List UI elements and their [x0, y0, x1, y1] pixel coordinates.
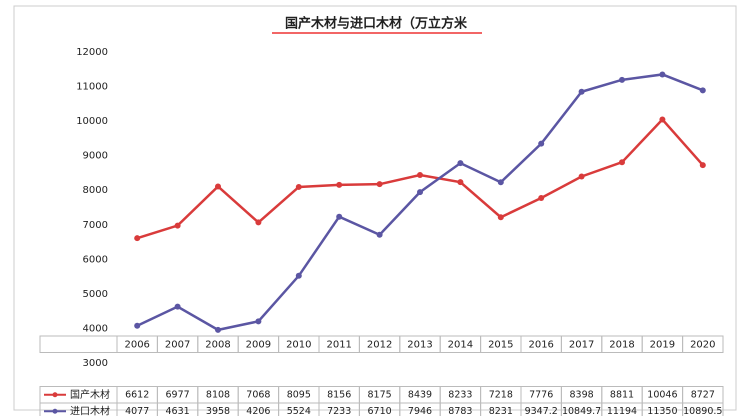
y-tick-label: 5000 [83, 289, 108, 300]
table-value: 7776 [529, 389, 553, 400]
data-point [578, 173, 585, 180]
chart-title: 国产木材与进口木材（万立方米 [285, 16, 468, 32]
table-value: 10849.7 [562, 406, 601, 416]
table-value: 4206 [246, 406, 270, 416]
data-point [134, 235, 141, 242]
data-point [134, 322, 141, 329]
y-tick-label: 9000 [83, 151, 108, 162]
table-value: 8231 [489, 406, 513, 416]
table-value: 10890.5 [683, 406, 722, 416]
table-value: 8156 [327, 389, 351, 400]
data-point [336, 213, 343, 220]
table-value: 6612 [125, 389, 149, 400]
data-point [659, 71, 666, 78]
data-point [376, 231, 383, 238]
data-point [215, 183, 221, 190]
data-point [376, 181, 383, 188]
y-tick-label: 4000 [83, 323, 108, 334]
table-value: 8175 [368, 389, 392, 400]
table-value: 7233 [327, 406, 351, 416]
x-tick-label: 2008 [205, 339, 230, 350]
x-tick-label: 2011 [326, 339, 351, 350]
x-tick-label: 2012 [367, 339, 392, 350]
table-value: 8398 [570, 389, 594, 400]
table-value: 5524 [287, 406, 311, 416]
table-value: 11350 [647, 406, 677, 416]
y-tick-label: 6000 [83, 254, 108, 265]
x-tick-label: 2009 [246, 339, 271, 350]
table-value: 8233 [448, 389, 472, 400]
y-tick-label: 11000 [76, 82, 108, 93]
table-value: 8095 [287, 389, 311, 400]
legend-marker [52, 408, 58, 414]
y-tick-label: 8000 [83, 185, 108, 196]
data-point [659, 116, 666, 123]
data-point [699, 162, 706, 169]
legend-label: 国产木材 [70, 388, 110, 401]
table-value: 8108 [206, 389, 230, 400]
data-point [497, 214, 504, 221]
data-point [174, 222, 181, 229]
y-tick-label: 3000 [83, 358, 108, 369]
x-tick-label: 2007 [165, 339, 190, 350]
data-point [457, 179, 464, 186]
table-value: 4077 [125, 406, 149, 416]
table-value: 7946 [408, 406, 432, 416]
table-value: 8811 [610, 389, 634, 400]
table-value: 6977 [166, 389, 190, 400]
table-value: 4631 [166, 406, 190, 416]
table-value: 11194 [607, 406, 637, 416]
y-tick-label: 12000 [76, 47, 108, 58]
chart-frame [13, 5, 737, 411]
table-value: 9347.2 [525, 406, 558, 416]
legend-label: 进口木材 [70, 404, 110, 416]
table-value: 6710 [368, 406, 392, 416]
x-tick-label: 2017 [569, 339, 594, 350]
x-tick-label: 2014 [448, 339, 473, 350]
data-point [538, 140, 545, 147]
data-point [336, 181, 343, 188]
table-value: 8439 [408, 389, 432, 400]
data-point [497, 179, 504, 186]
y-tick-label: 7000 [83, 220, 108, 231]
data-point [174, 303, 181, 310]
data-point [255, 318, 262, 325]
data-point [417, 172, 423, 179]
legend-marker [52, 392, 58, 398]
table-value: 7068 [246, 389, 270, 400]
data-point [255, 219, 262, 226]
x-tick-label: 2020 [690, 339, 715, 350]
x-tick-label: 2019 [650, 339, 675, 350]
data-point [417, 189, 423, 196]
x-tick-label: 2006 [124, 339, 149, 350]
table-value: 8727 [691, 389, 715, 400]
data-point [295, 272, 302, 279]
table-value: 10046 [647, 389, 677, 400]
x-tick-label: 2018 [609, 339, 634, 350]
x-tick-label: 2016 [528, 339, 553, 350]
data-point [699, 87, 706, 94]
data-point [619, 76, 625, 83]
data-point [457, 160, 464, 167]
table-value: 8783 [448, 406, 472, 416]
x-tick-label: 2010 [286, 339, 311, 350]
data-point [215, 326, 221, 333]
x-tick-label: 2013 [407, 339, 432, 350]
data-point [578, 88, 585, 95]
x-tick-label: 2015 [488, 339, 513, 350]
table-cell [682, 335, 724, 353]
data-point [538, 194, 545, 201]
table-value: 3958 [206, 406, 230, 416]
data-point [619, 159, 625, 166]
y-tick-label: 10000 [76, 116, 108, 127]
table-value: 7218 [489, 389, 513, 400]
data-point [295, 183, 302, 190]
